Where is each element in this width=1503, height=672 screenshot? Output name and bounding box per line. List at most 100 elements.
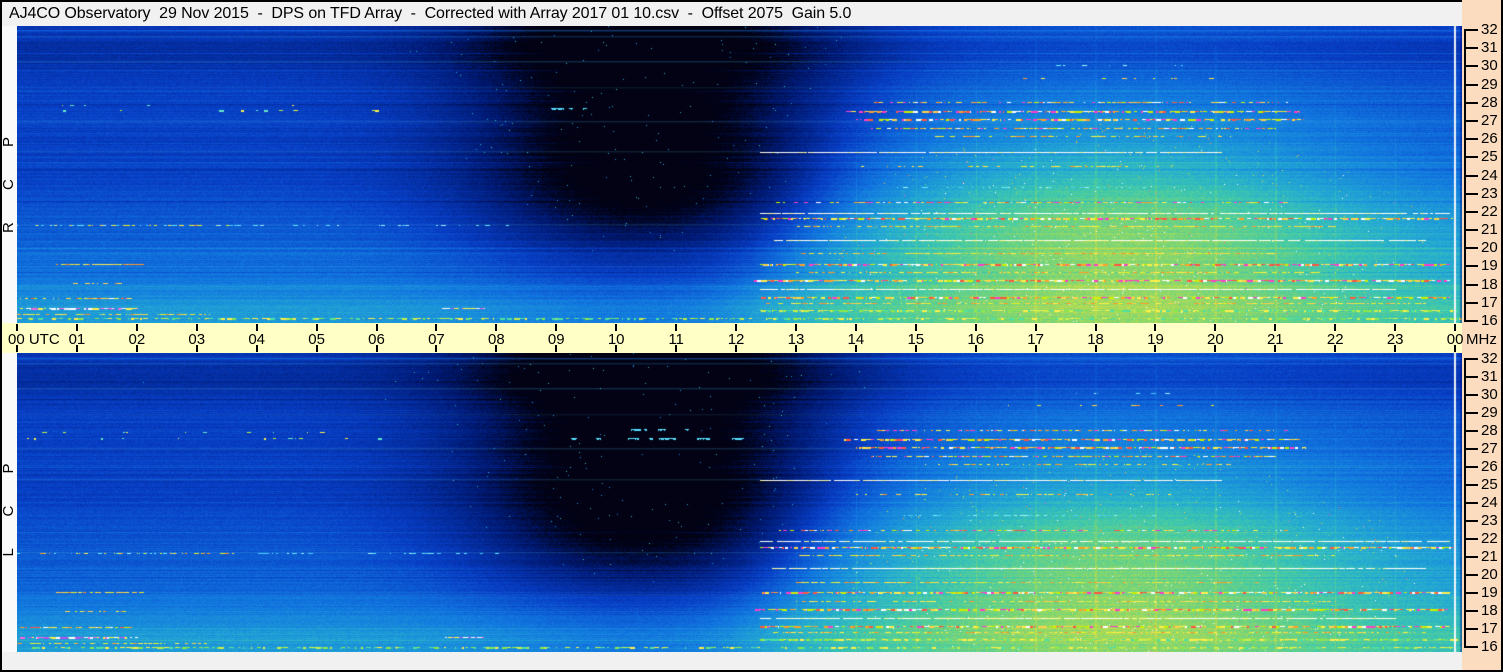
time-tick [315,324,318,331]
freq-tick-label: 16 [1481,312,1498,330]
time-tick [1454,345,1457,352]
time-tick [16,324,18,331]
spectrogram-lcp-panel [17,353,1462,652]
time-tick [794,345,797,352]
freq-tick [1464,448,1478,450]
time-tick [555,345,558,352]
time-tick-label: 07 [428,331,445,348]
freq-tick [1464,174,1478,177]
freq-tick [1464,138,1478,141]
time-tick [495,324,498,331]
time-tick-label: 02 [128,331,146,348]
time-tick [555,324,558,331]
time-tick [615,345,618,352]
time-tick-label: 06 [368,331,385,348]
time-tick [75,324,78,331]
freq-tick [1464,592,1478,594]
time-tick-label: 21 [1266,331,1284,348]
freq-tick-label: 31 [1481,368,1498,385]
freq-tick [1464,265,1478,268]
time-tick [914,324,917,331]
freq-tick [1464,520,1478,522]
time-tick [854,345,857,352]
time-tick [135,324,138,331]
time-tick [1394,324,1397,331]
freq-tick-label: 22 [1481,530,1498,547]
time-tick-label: 22 [1326,331,1344,348]
time-tick-label: 03 [188,331,206,348]
time-tick [854,324,857,331]
freq-tick [1464,358,1478,360]
time-tick [1034,345,1037,352]
time-tick [135,345,138,352]
freq-tick-label: 20 [1481,566,1498,583]
freq-tick-label: 23 [1481,512,1498,529]
panel-label-rcp: R C P [0,123,17,234]
freq-tick-label: 32 [1481,21,1498,38]
right-frequency-margin [1462,0,1501,670]
freq-tick-label: 27 [1481,440,1498,457]
freq-tick [1464,247,1478,250]
time-tick [1274,345,1277,352]
freq-tick-label: 24 [1481,166,1498,184]
freq-tick-label: 22 [1481,202,1498,220]
freq-tick-label: 21 [1481,221,1498,239]
time-tick-label: 20 [1207,331,1224,348]
freq-tick [1464,229,1478,232]
time-tick [675,324,678,331]
time-tick-label: 00 [1446,331,1464,348]
freq-tick-label: 19 [1481,257,1498,275]
freq-tick-label: 16 [1481,638,1498,655]
freq-tick [1464,412,1478,414]
freq-tick-label: 26 [1481,458,1498,475]
freq-tick [1464,83,1478,86]
freq-tick [1464,301,1478,304]
freq-tick-label: 31 [1481,39,1498,57]
time-tick [495,345,498,352]
freq-tick [1464,283,1478,286]
time-tick [1154,345,1157,352]
time-tick [1334,324,1337,331]
time-tick [1094,345,1097,352]
freq-tick [1464,610,1478,612]
freq-tick [1464,47,1478,50]
freq-tick-label: 18 [1481,275,1498,293]
time-tick-label: 10 [607,331,625,348]
freq-unit-label: MHz [1466,331,1497,348]
freq-tick-label: 23 [1481,184,1498,202]
time-tick [16,345,18,352]
time-tick [615,324,618,331]
time-tick [1454,324,1457,331]
time-tick-label: 17 [1027,331,1044,348]
time-tick [675,345,678,352]
freq-tick [1464,192,1478,195]
freq-tick [1464,29,1478,31]
time-tick-label: 00 UTC [8,331,60,348]
freq-tick [1464,502,1478,504]
freq-tick [1464,484,1478,486]
freq-tick-label: 20 [1481,239,1498,257]
time-tick [735,324,738,331]
freq-tick [1464,394,1478,396]
time-tick [1274,324,1277,331]
time-tick [1334,345,1337,352]
time-tick-label: 23 [1386,331,1404,348]
time-tick [75,345,78,352]
time-tick-label: 14 [847,331,865,348]
freq-tick [1464,156,1478,159]
time-tick [1034,324,1037,331]
page-title: AJ4CO Observatory 29 Nov 2015 - DPS on T… [9,5,852,22]
freq-tick-label: 18 [1481,602,1498,619]
time-tick-label: 18 [1087,331,1104,348]
freq-tick-label: 30 [1481,57,1498,75]
bottom-margin [2,652,1462,670]
freq-tick-label: 25 [1481,476,1498,493]
time-tick-label: 13 [787,331,805,348]
time-tick-label: 05 [308,331,325,348]
freq-tick [1464,119,1478,122]
freq-tick-label: 19 [1481,584,1498,601]
time-tick [1214,324,1217,331]
freq-tick [1464,466,1478,468]
freq-tick-label: 29 [1481,404,1498,421]
time-tick-label: 11 [668,331,684,348]
